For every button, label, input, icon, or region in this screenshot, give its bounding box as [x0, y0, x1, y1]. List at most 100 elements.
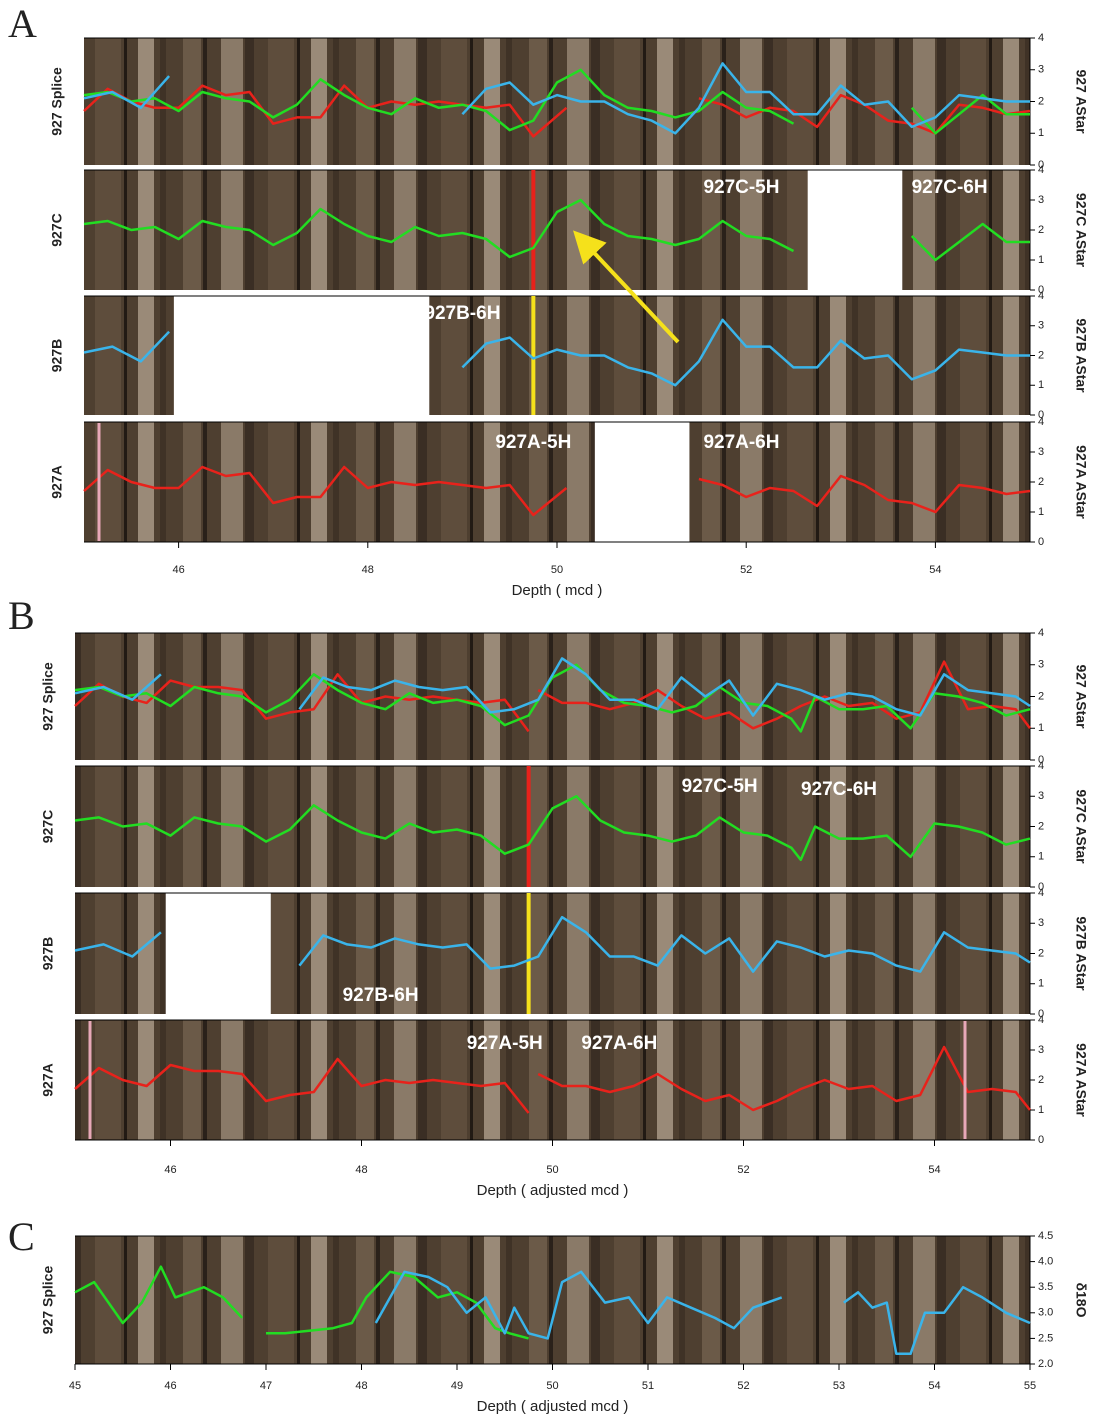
- y-label: 927B: [49, 339, 65, 372]
- y2-label: 927A AStar: [1073, 445, 1089, 519]
- data-line: [74, 915, 1031, 973]
- x-tick-label: 52: [740, 564, 752, 576]
- y2-label: 927C AStar: [1073, 193, 1089, 268]
- x-tick-label: 45: [69, 1380, 81, 1392]
- y-tick-label: 0: [1038, 1008, 1044, 1020]
- y-tick-label: 3.0: [1038, 1307, 1053, 1319]
- core-image: [429, 296, 1030, 415]
- data-line: [74, 795, 1031, 862]
- x-tick-label: 54: [928, 1164, 940, 1176]
- annotation: 927C-6H: [801, 779, 877, 800]
- x-tick-label: 46: [164, 1380, 176, 1392]
- y-tick-label: 3: [1038, 320, 1044, 332]
- annotation: 927A-6H: [703, 432, 779, 453]
- y2-label: 927B AStar: [1073, 916, 1089, 991]
- y-tick-label: 4: [1038, 32, 1044, 44]
- y-tick-label: 4.5: [1038, 1230, 1053, 1242]
- y-tick-label: 2: [1038, 224, 1044, 236]
- y-tick-label: 3: [1038, 446, 1044, 458]
- panel-label: C: [8, 1214, 35, 1259]
- y-tick-label: 0: [1038, 1134, 1044, 1146]
- y-tick-label: 4: [1038, 416, 1044, 428]
- y-tick-label: 0: [1038, 881, 1044, 893]
- y-tick-label: 3.5: [1038, 1281, 1053, 1293]
- x-label: Depth ( adjusted mcd ): [477, 1182, 629, 1199]
- y-tick-label: 1: [1038, 978, 1044, 990]
- annotation: 927A-6H: [581, 1033, 657, 1054]
- y-tick-label: 1: [1038, 1104, 1044, 1116]
- y-tick-label: 2: [1038, 349, 1044, 361]
- y-label: 927A: [49, 465, 65, 498]
- y-tick-label: 0: [1038, 754, 1044, 766]
- data-line: [74, 1045, 1031, 1114]
- core-image: [902, 170, 1030, 290]
- y-label: 927 Splice: [49, 67, 65, 136]
- core-image: [75, 893, 166, 1014]
- y-tick-label: 3: [1038, 790, 1044, 802]
- data-line: [74, 663, 1031, 733]
- x-tick-label: 50: [551, 564, 563, 576]
- data-line: [374, 1270, 1031, 1356]
- plots: A 0 1 2 3 4 927 Splice 927 AStar 0 1 2 3 4 927C 927C A…: [8, 1, 1089, 1415]
- x-tick-label: 46: [172, 564, 184, 576]
- x-tick-label: 52: [737, 1164, 749, 1176]
- data-line: [74, 1265, 529, 1340]
- data-line: [83, 198, 1030, 262]
- y-tick-label: 4: [1038, 164, 1044, 176]
- y-tick-label: 1: [1038, 127, 1044, 139]
- data-line: [83, 68, 1030, 135]
- y-tick-label: 4.0: [1038, 1256, 1053, 1268]
- y-tick-label: 2: [1038, 1074, 1044, 1086]
- x-tick-label: 50: [546, 1380, 558, 1392]
- x-tick-label: 50: [546, 1164, 558, 1176]
- y-tick-label: 2: [1038, 690, 1044, 702]
- y-tick-label: 4: [1038, 290, 1044, 302]
- x-tick-label: 52: [737, 1380, 749, 1392]
- data-line: [83, 318, 1030, 387]
- x-tick-label: 54: [928, 1380, 940, 1392]
- x-label: Depth ( adjusted mcd ): [477, 1398, 629, 1415]
- y-tick-label: 4: [1038, 627, 1044, 639]
- arrow: [573, 230, 680, 344]
- y2-label: 927A AStar: [1073, 1043, 1089, 1117]
- y-tick-label: 0: [1038, 159, 1044, 171]
- core-image: [84, 422, 595, 542]
- x-tick-label: 46: [164, 1164, 176, 1176]
- y-tick-label: 1: [1038, 506, 1044, 518]
- y-tick-label: 3: [1038, 659, 1044, 671]
- annotation: 927A-5H: [495, 432, 571, 453]
- annotation: 927C-6H: [912, 177, 988, 198]
- y2-label: 927B AStar: [1073, 318, 1089, 393]
- y-tick-label: 1: [1038, 254, 1044, 266]
- core-image: [75, 1236, 1030, 1364]
- y-tick-label: 2.0: [1038, 1358, 1053, 1370]
- y-label: 927 Splice: [40, 1266, 56, 1335]
- y-tick-label: 1: [1038, 379, 1044, 391]
- y-label: 927B: [40, 937, 56, 970]
- x-tick-label: 49: [451, 1380, 463, 1392]
- y-label: 927A: [40, 1063, 56, 1096]
- y-tick-label: 1: [1038, 851, 1044, 863]
- data-line: [83, 62, 1030, 135]
- y-label: 927 Splice: [40, 662, 56, 731]
- data-line: [74, 657, 1031, 717]
- panel-label: B: [8, 593, 35, 638]
- y2-label: 927C AStar: [1073, 789, 1089, 864]
- y-tick-label: 3: [1038, 917, 1044, 929]
- x-tick-label: 48: [355, 1164, 367, 1176]
- x-tick-label: 53: [833, 1380, 845, 1392]
- x-tick-label: 48: [355, 1380, 367, 1392]
- y-tick-label: 4: [1038, 887, 1044, 899]
- y2-label: 927 AStar: [1073, 664, 1089, 729]
- annotation: 927C-5H: [682, 776, 758, 797]
- core-image: [84, 170, 808, 290]
- data-line: [83, 465, 1031, 517]
- x-label: Depth ( mcd ): [512, 582, 603, 599]
- panel-label: A: [8, 1, 37, 46]
- y-tick-label: 4: [1038, 760, 1044, 772]
- x-tick-label: 55: [1024, 1380, 1036, 1392]
- annotation: 927C-5H: [703, 177, 779, 198]
- y-tick-label: 3: [1038, 1044, 1044, 1056]
- annotation: 927B-6H: [343, 985, 419, 1006]
- y-tick-label: 3: [1038, 64, 1044, 76]
